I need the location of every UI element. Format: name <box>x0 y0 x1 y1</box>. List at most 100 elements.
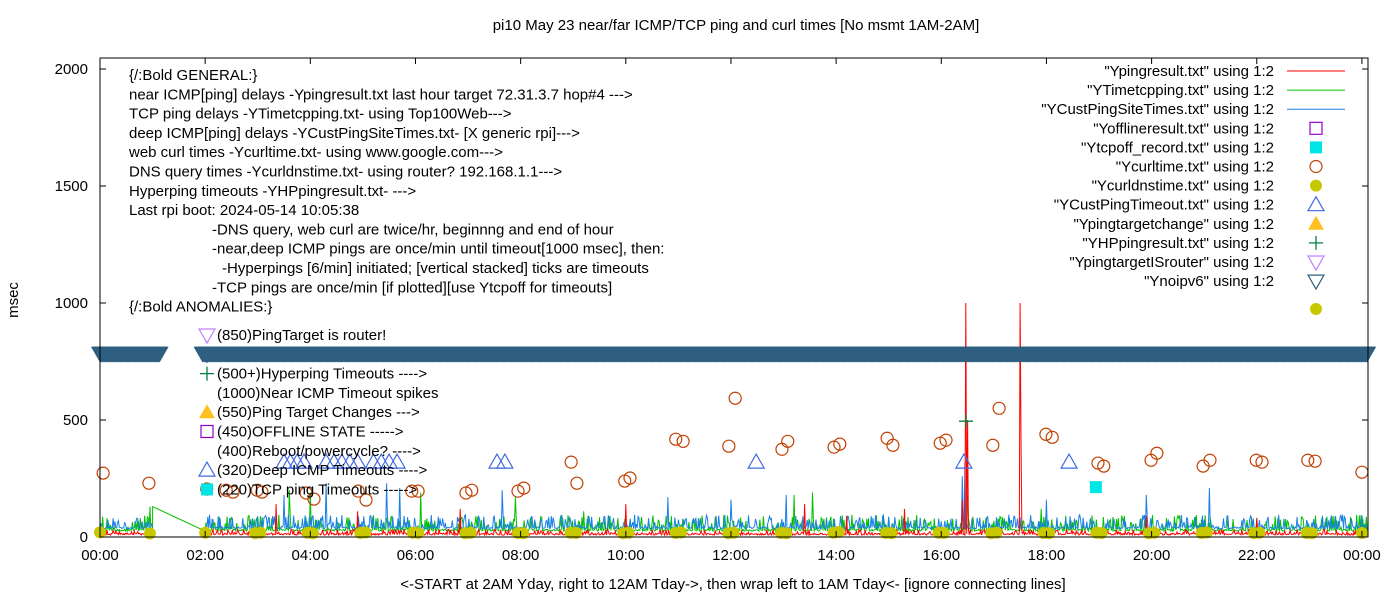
annotation-line: near ICMP[ping] delays -Ypingresult.txt … <box>129 86 633 103</box>
anomaly-line: (320)Deep ICMP Timeouts ----> <box>217 462 427 479</box>
curl-time-point <box>623 471 637 485</box>
curl-time-point <box>1039 427 1053 441</box>
legend-label: "Ynoipv6" using 1:2 <box>1144 273 1274 290</box>
curl-time-point <box>886 438 900 452</box>
curl-time-point <box>1255 455 1269 469</box>
annotation-line: -DNS query, web curl are twice/hr, begin… <box>212 221 614 238</box>
noipv6-point <box>150 346 169 363</box>
anomaly-marker-icon <box>200 366 214 381</box>
legend-label: "YHPpingresult.txt" using 1:2 <box>1082 235 1274 252</box>
curl-time-point <box>781 434 795 448</box>
noipv6-point <box>1358 346 1377 363</box>
legend-label: "Ycurldnstime.txt" using 1:2 <box>1092 178 1274 195</box>
curl-time-point <box>411 484 425 498</box>
anomaly-marker-icon <box>200 424 214 439</box>
curl-time-point <box>676 434 690 448</box>
x-tick-label: 06:00 <box>397 547 435 564</box>
curl-time-point <box>1150 446 1164 460</box>
legend-key-icon <box>1308 215 1324 230</box>
curl-time-point <box>775 442 789 456</box>
annotation-line: deep ICMP[ping] delays -YCustPingSiteTim… <box>129 125 580 142</box>
curl-time-point <box>939 433 953 447</box>
dns-time-point <box>569 527 582 540</box>
legend-key-icon <box>1306 195 1326 212</box>
tcp-off-point <box>1089 481 1102 494</box>
annotation-line: web curl times -Ycurltime.txt- using www… <box>128 144 503 161</box>
deep-icmp-timeout-point <box>348 452 367 469</box>
x-tick-label: 00:00 <box>1343 547 1381 564</box>
legend-key-icon <box>1306 274 1326 291</box>
legend-label: "YCustPingTimeout.txt" using 1:2 <box>1054 197 1274 214</box>
dns-time-point <box>885 527 898 540</box>
y-tick-label: 2000 <box>55 61 88 78</box>
x-tick-label: 14:00 <box>817 547 855 564</box>
deep-icmp-timeout-point <box>1060 452 1079 469</box>
curl-time-point <box>564 455 578 469</box>
curl-time-point <box>307 492 321 506</box>
axes: 00:00 02:00 04:00 06:00 08:00 10:00 12:00 14:00… <box>55 58 1381 564</box>
legend-label: "Ytcpoff_record.txt" using 1:2 <box>1081 139 1274 156</box>
curl-time-point <box>833 437 847 451</box>
legend-key-icon <box>1309 121 1323 135</box>
legend-label: "YpingtargetISrouter" using 1:2 <box>1069 254 1274 271</box>
annotation-line: -near,deep ICMP pings are once/min until… <box>212 241 664 258</box>
curl-time-point <box>728 391 742 405</box>
plot-marks <box>90 302 1377 540</box>
curl-time-point <box>465 483 479 497</box>
x-tick-label: 08:00 <box>502 547 540 564</box>
line-series-2 <box>99 462 1368 531</box>
anomaly-line: (1000)Near ICMP Timeout spikes <box>217 385 438 402</box>
hyperping-timeout-point <box>958 414 973 429</box>
annotation-line: TCP ping delays -YTimetcpping.txt- using… <box>129 106 512 123</box>
x-tick-label: 12:00 <box>712 547 750 564</box>
curl-time-point <box>1203 453 1217 467</box>
legend-label: "YTimetcpping.txt" using 1:2 <box>1087 82 1274 99</box>
legend-key-icon <box>1310 303 1322 315</box>
curl-time-point <box>142 476 156 490</box>
y-tick-label: 500 <box>63 412 88 429</box>
x-tick-label: 22:00 <box>1238 547 1276 564</box>
curl-time-point <box>517 481 531 495</box>
legend-key-icon <box>1309 235 1323 250</box>
annotation-line: -Hyperpings [6/min] initiated; [vertical… <box>222 260 649 277</box>
anomaly-marker-icon <box>197 347 217 364</box>
dns-time-point <box>143 527 156 540</box>
curl-time-point <box>570 476 584 490</box>
curl-time-point <box>992 401 1006 415</box>
legend-key-icon <box>1309 159 1323 174</box>
deep-icmp-timeout-point <box>487 452 507 469</box>
legend-label: "Ypingresult.txt" using 1:2 <box>1104 63 1274 80</box>
annotation-line: {/:Bold ANOMALIES:} <box>129 299 272 316</box>
annotation-line: DNS query times -Ycurldnstime.txt- using… <box>129 164 562 181</box>
dns-time-point <box>1200 526 1213 539</box>
y-axis-label: msec <box>5 282 22 318</box>
curl-time-point <box>226 485 240 499</box>
dns-time-point <box>359 526 372 539</box>
dns-time-point <box>1095 527 1108 540</box>
deep-icmp-timeout-point <box>294 452 314 469</box>
y-tick-label: 1000 <box>55 295 88 312</box>
legend-label: "Yofflineresult.txt" using 1:2 <box>1093 120 1274 137</box>
anomaly-line: (220)TCP ping Timeouts -----> <box>217 481 417 498</box>
curl-time-point <box>219 483 233 497</box>
legend-label: "Ypingtargetchange" using 1:2 <box>1073 216 1274 233</box>
deep-icmp-timeout-point <box>388 452 407 469</box>
anomaly-line: (500+)Hyperping Timeouts ----> <box>217 366 427 383</box>
dns-time-point <box>1305 527 1318 540</box>
deep-icmp-timeout-point <box>954 452 973 469</box>
y-tick-label: 1500 <box>55 178 88 195</box>
curl-time-point <box>405 484 419 498</box>
x-tick-label: 18:00 <box>1028 547 1066 564</box>
x-tick-label: 10:00 <box>607 547 645 564</box>
deep-icmp-timeout-point <box>747 452 766 469</box>
anomaly-marker-icon <box>199 404 215 419</box>
x-tick-label: 20:00 <box>1133 547 1171 564</box>
x-axis-label: <-START at 2AM Yday, right to 12AM Tday-… <box>400 576 1065 593</box>
legend-key-icon <box>1310 179 1322 192</box>
curl-time-point <box>1097 459 1111 473</box>
curl-time-point <box>255 485 269 499</box>
annotations: {/:Bold GENERAL:} near ICMP[ping] delays … <box>128 67 664 498</box>
annotation-line: Hyperping timeouts -YHPpingresult.txt- -… <box>129 183 416 200</box>
x-tick-label: 04:00 <box>292 547 330 564</box>
anomaly-marker-icon <box>197 460 217 477</box>
